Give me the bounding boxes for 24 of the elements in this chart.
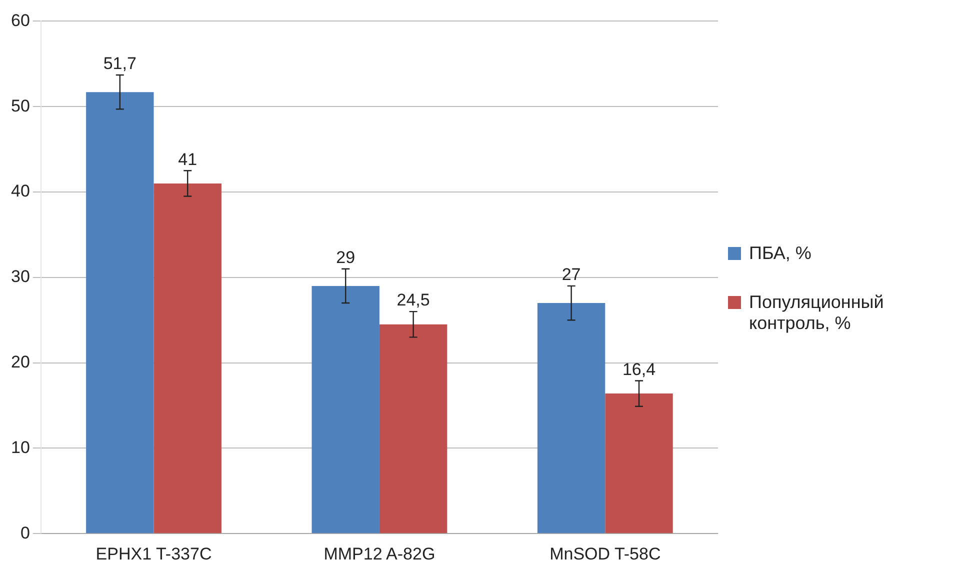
y-tick-label: 20 [10, 352, 30, 372]
x-tick-label: MMP12 A-82G [324, 544, 436, 564]
bar [537, 303, 606, 534]
bar [154, 183, 222, 534]
bar [86, 92, 154, 534]
bar [379, 324, 448, 534]
data-label: 51,7 [103, 54, 136, 74]
y-tick-label: 40 [10, 182, 30, 201]
y-tick-label: 10 [10, 438, 30, 457]
x-tick-label: EPHX1 T-337C [96, 544, 212, 564]
y-tick-label: 50 [10, 96, 30, 116]
y-tick-label: 30 [10, 267, 30, 286]
data-label: 24,5 [396, 290, 430, 310]
data-label: 41 [178, 150, 198, 169]
y-tick-label: 0 [20, 523, 30, 542]
y-tick-label: 60 [10, 10, 30, 30]
bar [312, 286, 380, 534]
bar [605, 394, 673, 534]
legend-label: ПБА, % [749, 242, 812, 264]
legend-label: Популяционный контроль, % [749, 292, 885, 334]
data-label: 29 [336, 248, 356, 268]
data-label: 16,4 [622, 360, 656, 379]
x-tick-label: MnSOD T-58C [550, 544, 661, 564]
data-label: 27 [562, 265, 581, 284]
